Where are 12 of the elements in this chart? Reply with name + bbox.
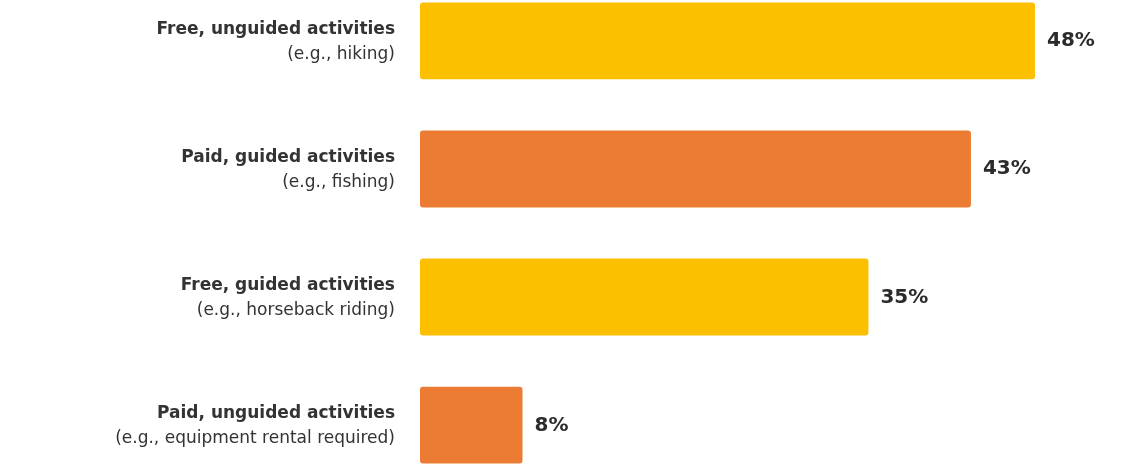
bar — [420, 130, 971, 208]
y-tick-label: Free, guided activities (e.g., horseback riding) — [180, 274, 395, 320]
bar — [420, 2, 1035, 80]
data-label: 43% — [982, 155, 1031, 180]
data-label: 48% — [1047, 27, 1095, 52]
bar — [420, 258, 869, 336]
bar — [420, 386, 523, 464]
y-tick-label: Free, unguided activities (e.g., hiking) — [156, 17, 395, 63]
y-tick-label: Paid, unguided activities (e.g., equipment rental required) — [115, 402, 395, 448]
data-label: 35% — [880, 283, 929, 308]
data-label: 8% — [534, 411, 569, 436]
y-tick-label: Paid, guided activities (e.g., fishing) — [181, 145, 395, 191]
